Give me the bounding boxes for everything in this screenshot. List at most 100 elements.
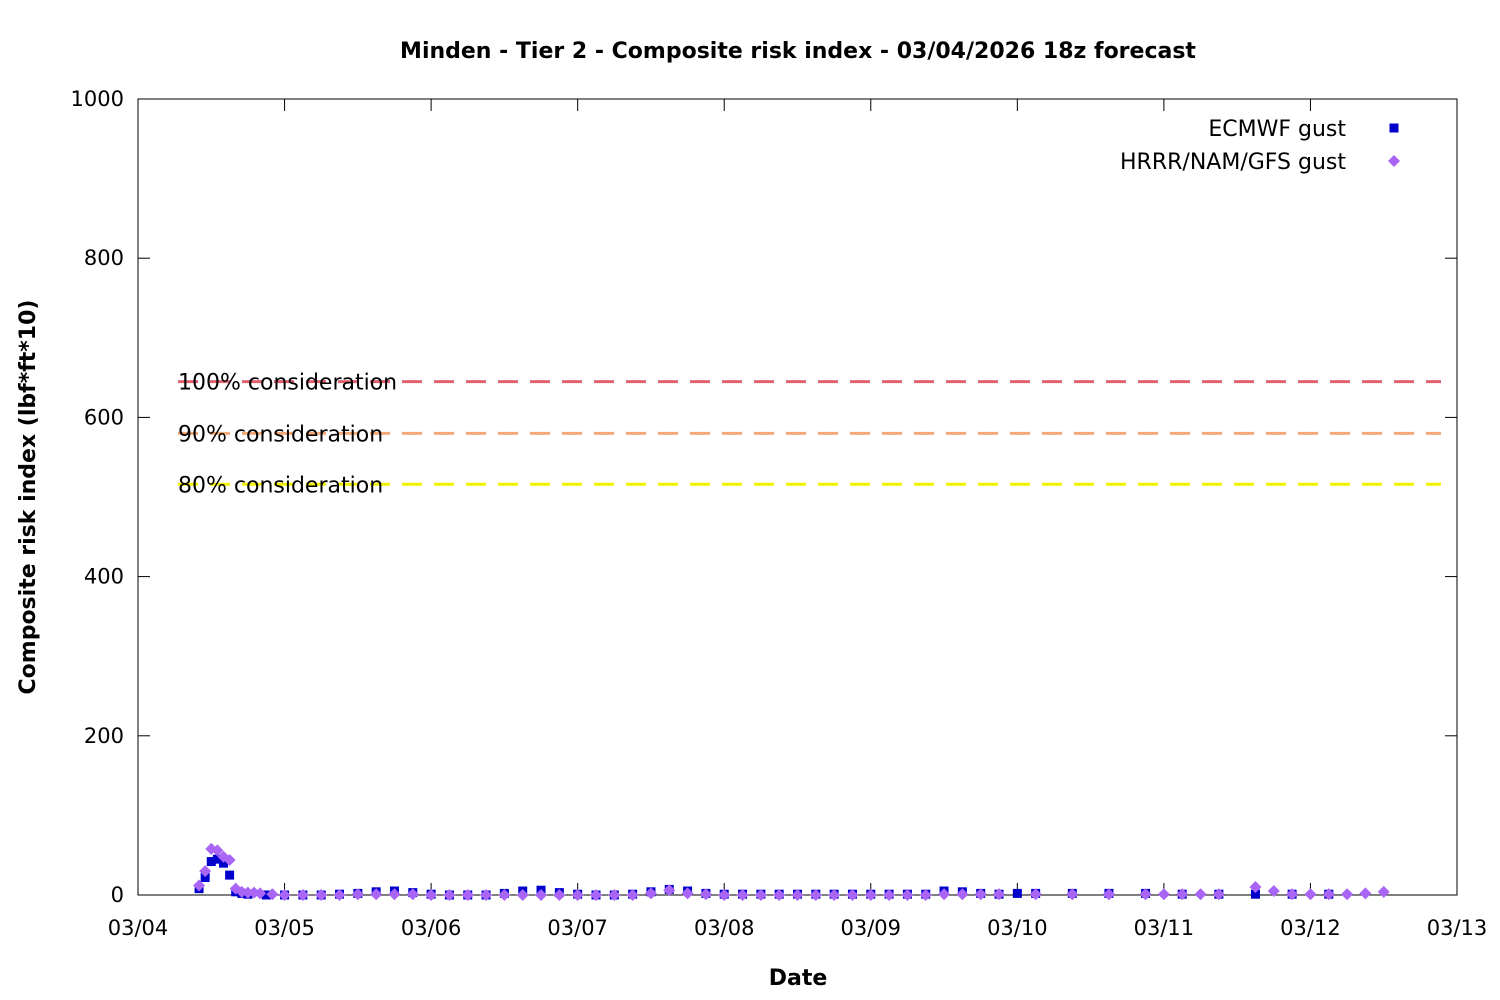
- data-point: [498, 889, 511, 901]
- data-point: [1102, 888, 1115, 901]
- data-series: [193, 842, 1390, 901]
- x-tick-label: 03/12: [1280, 916, 1341, 940]
- threshold-label: 90% consideration: [178, 422, 383, 447]
- data-point: [699, 888, 712, 901]
- x-tick-label: 03/10: [987, 916, 1048, 940]
- data-point: [1012, 888, 1022, 898]
- legend-label: HRRR/NAM/GFS gust: [1120, 150, 1346, 175]
- data-point: [351, 888, 364, 901]
- data-point: [718, 889, 731, 901]
- data-point: [200, 872, 210, 882]
- data-point: [571, 889, 584, 901]
- data-point: [1066, 888, 1079, 901]
- data-point: [828, 889, 841, 901]
- data-point: [1139, 888, 1152, 901]
- data-point: [261, 890, 271, 900]
- data-point: [406, 888, 419, 901]
- x-tick-label: 03/11: [1134, 916, 1195, 940]
- data-point: [211, 844, 224, 857]
- data-point: [901, 889, 914, 901]
- data-point: [278, 889, 291, 901]
- data-point: [206, 857, 216, 867]
- threshold-label: 80% consideration: [178, 473, 383, 498]
- data-point: [425, 889, 438, 901]
- data-point: [254, 887, 267, 900]
- x-axis: 03/04 03/05 03/06 03/07 03/08 03/09 03/10 03/11…: [108, 99, 1488, 940]
- y-axis: 0 200 400 600 800 1000: [71, 87, 1457, 907]
- series-hrrr-nam-gfs-gust: [193, 842, 1390, 901]
- data-point: [212, 854, 222, 864]
- data-point: [773, 889, 786, 901]
- data-point: [388, 888, 401, 901]
- data-point: [199, 865, 212, 878]
- y-tick-label: 800: [84, 246, 124, 270]
- data-point: [193, 879, 206, 892]
- y-axis-label: Composite risk index (lbf*ft*10): [16, 300, 41, 695]
- data-point: [248, 886, 261, 899]
- chart-title: Minden - Tier 2 - Composite risk index -…: [400, 39, 1196, 64]
- data-point: [370, 888, 383, 901]
- x-tick-label: 03/05: [254, 916, 315, 940]
- legend-marker-diamond: [1388, 155, 1400, 167]
- x-tick-label: 03/06: [401, 916, 462, 940]
- data-point: [480, 889, 493, 901]
- legend-label: ECMWF gust: [1208, 117, 1346, 142]
- threshold-label: 100% consideration: [178, 371, 397, 396]
- data-point: [1322, 888, 1335, 901]
- data-point: [956, 888, 969, 901]
- data-point: [1359, 887, 1372, 900]
- data-point: [1029, 888, 1042, 901]
- data-point: [1212, 888, 1225, 901]
- x-tick-label: 03/08: [694, 916, 755, 940]
- data-point: [223, 853, 236, 866]
- legend-marker-square: [1389, 123, 1399, 133]
- y-tick-label: 200: [84, 724, 124, 748]
- data-point: [315, 889, 328, 901]
- x-tick-label: 03/04: [108, 916, 169, 940]
- data-point: [1157, 888, 1170, 901]
- data-point: [626, 889, 639, 901]
- threshold-lines: 100% consideration 90% consideration 80% c…: [178, 371, 1441, 498]
- data-point: [333, 889, 346, 901]
- y-tick-label: 1000: [71, 87, 124, 111]
- data-point: [461, 889, 474, 901]
- legend: ECMWF gust HRRR/NAM/GFS gust: [1120, 117, 1400, 175]
- data-point: [1377, 885, 1390, 898]
- data-point: [644, 887, 657, 900]
- y-tick-label: 400: [84, 565, 124, 589]
- data-point: [1267, 885, 1280, 898]
- data-point: [516, 889, 529, 901]
- data-point: [938, 888, 951, 901]
- data-point: [589, 889, 602, 901]
- data-point: [663, 884, 676, 897]
- data-point: [535, 889, 548, 901]
- data-point: [791, 889, 804, 901]
- data-point: [443, 889, 456, 901]
- data-point: [553, 889, 566, 901]
- data-point: [1286, 888, 1299, 901]
- data-point: [993, 888, 1006, 901]
- data-point: [864, 889, 877, 901]
- x-tick-label: 03/09: [841, 916, 902, 940]
- data-point: [846, 889, 859, 901]
- data-point: [225, 870, 235, 880]
- data-point: [1304, 888, 1317, 901]
- data-point: [919, 889, 932, 901]
- data-point: [883, 889, 896, 901]
- x-tick-label: 03/07: [547, 916, 608, 940]
- data-point: [754, 889, 767, 901]
- x-tick-label: 03/13: [1427, 916, 1488, 940]
- data-point: [1341, 888, 1354, 901]
- x-axis-label: Date: [769, 966, 828, 991]
- y-tick-label: 600: [84, 405, 124, 429]
- data-point: [241, 886, 254, 899]
- data-point: [218, 858, 228, 868]
- data-point: [809, 889, 822, 901]
- data-point: [1194, 888, 1207, 901]
- data-point: [608, 889, 621, 901]
- data-point: [1249, 881, 1262, 894]
- data-point: [266, 888, 279, 901]
- data-point: [1250, 889, 1260, 899]
- data-point: [974, 888, 987, 901]
